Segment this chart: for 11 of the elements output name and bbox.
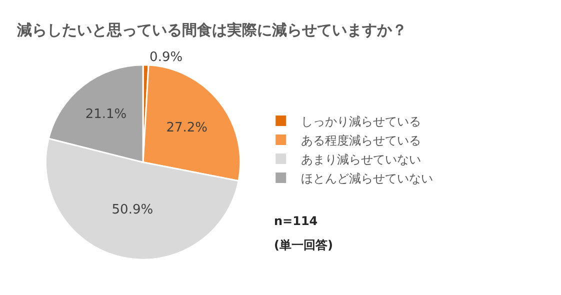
legend-label: ほとんど減らせていない (300, 171, 433, 186)
text: n=114 (274, 214, 318, 228)
legend-label: あまり減らせていない (300, 152, 421, 166)
data-label: 21.1% (85, 107, 127, 122)
data-label: 27.2% (166, 120, 208, 136)
chart-title: 減らしたいと思っている間食は実際に減らせていますか？ (16, 20, 407, 39)
text: (単一回答) (274, 238, 333, 252)
legend-label: しっかり減らせている (300, 114, 421, 128)
data-label: 0.9% (150, 50, 183, 65)
legend-label: ある程度減らせている (300, 133, 421, 148)
data-label: 50.9% (112, 202, 154, 218)
